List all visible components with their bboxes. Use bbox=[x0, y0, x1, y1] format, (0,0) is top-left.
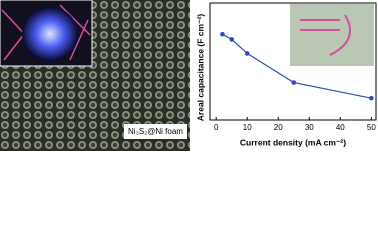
data-point bbox=[244, 51, 250, 56]
inset-device bbox=[300, 14, 351, 56]
plot-frame bbox=[209, 2, 377, 121]
x-tick-label: 40 bbox=[336, 123, 345, 132]
inset-photo bbox=[290, 4, 374, 66]
data-point bbox=[229, 37, 235, 42]
x-tick-label: 10 bbox=[243, 123, 252, 132]
x-tick-label: 30 bbox=[305, 123, 314, 132]
sem-image: Ni₃S₂@Ni foam bbox=[0, 0, 190, 151]
x-tick-label: 20 bbox=[274, 123, 283, 132]
x-tick-label: 0 bbox=[214, 123, 219, 132]
figure: Ni₃S₂@Ni foam 0 10 20 30 40 50 Current density… bbox=[0, 0, 377, 151]
data-point bbox=[291, 80, 297, 85]
chart bbox=[290, 4, 374, 66]
data-point bbox=[220, 31, 225, 37]
x-axis-label: Current density (mA cm⁻²) bbox=[240, 137, 346, 147]
data-point bbox=[369, 95, 374, 101]
image-label: Ni₃S₂@Ni foam bbox=[128, 127, 183, 136]
x-tick-label: 50 bbox=[367, 123, 376, 132]
y-axis-label: Areal capacitance (F cm⁻²) bbox=[195, 14, 205, 122]
